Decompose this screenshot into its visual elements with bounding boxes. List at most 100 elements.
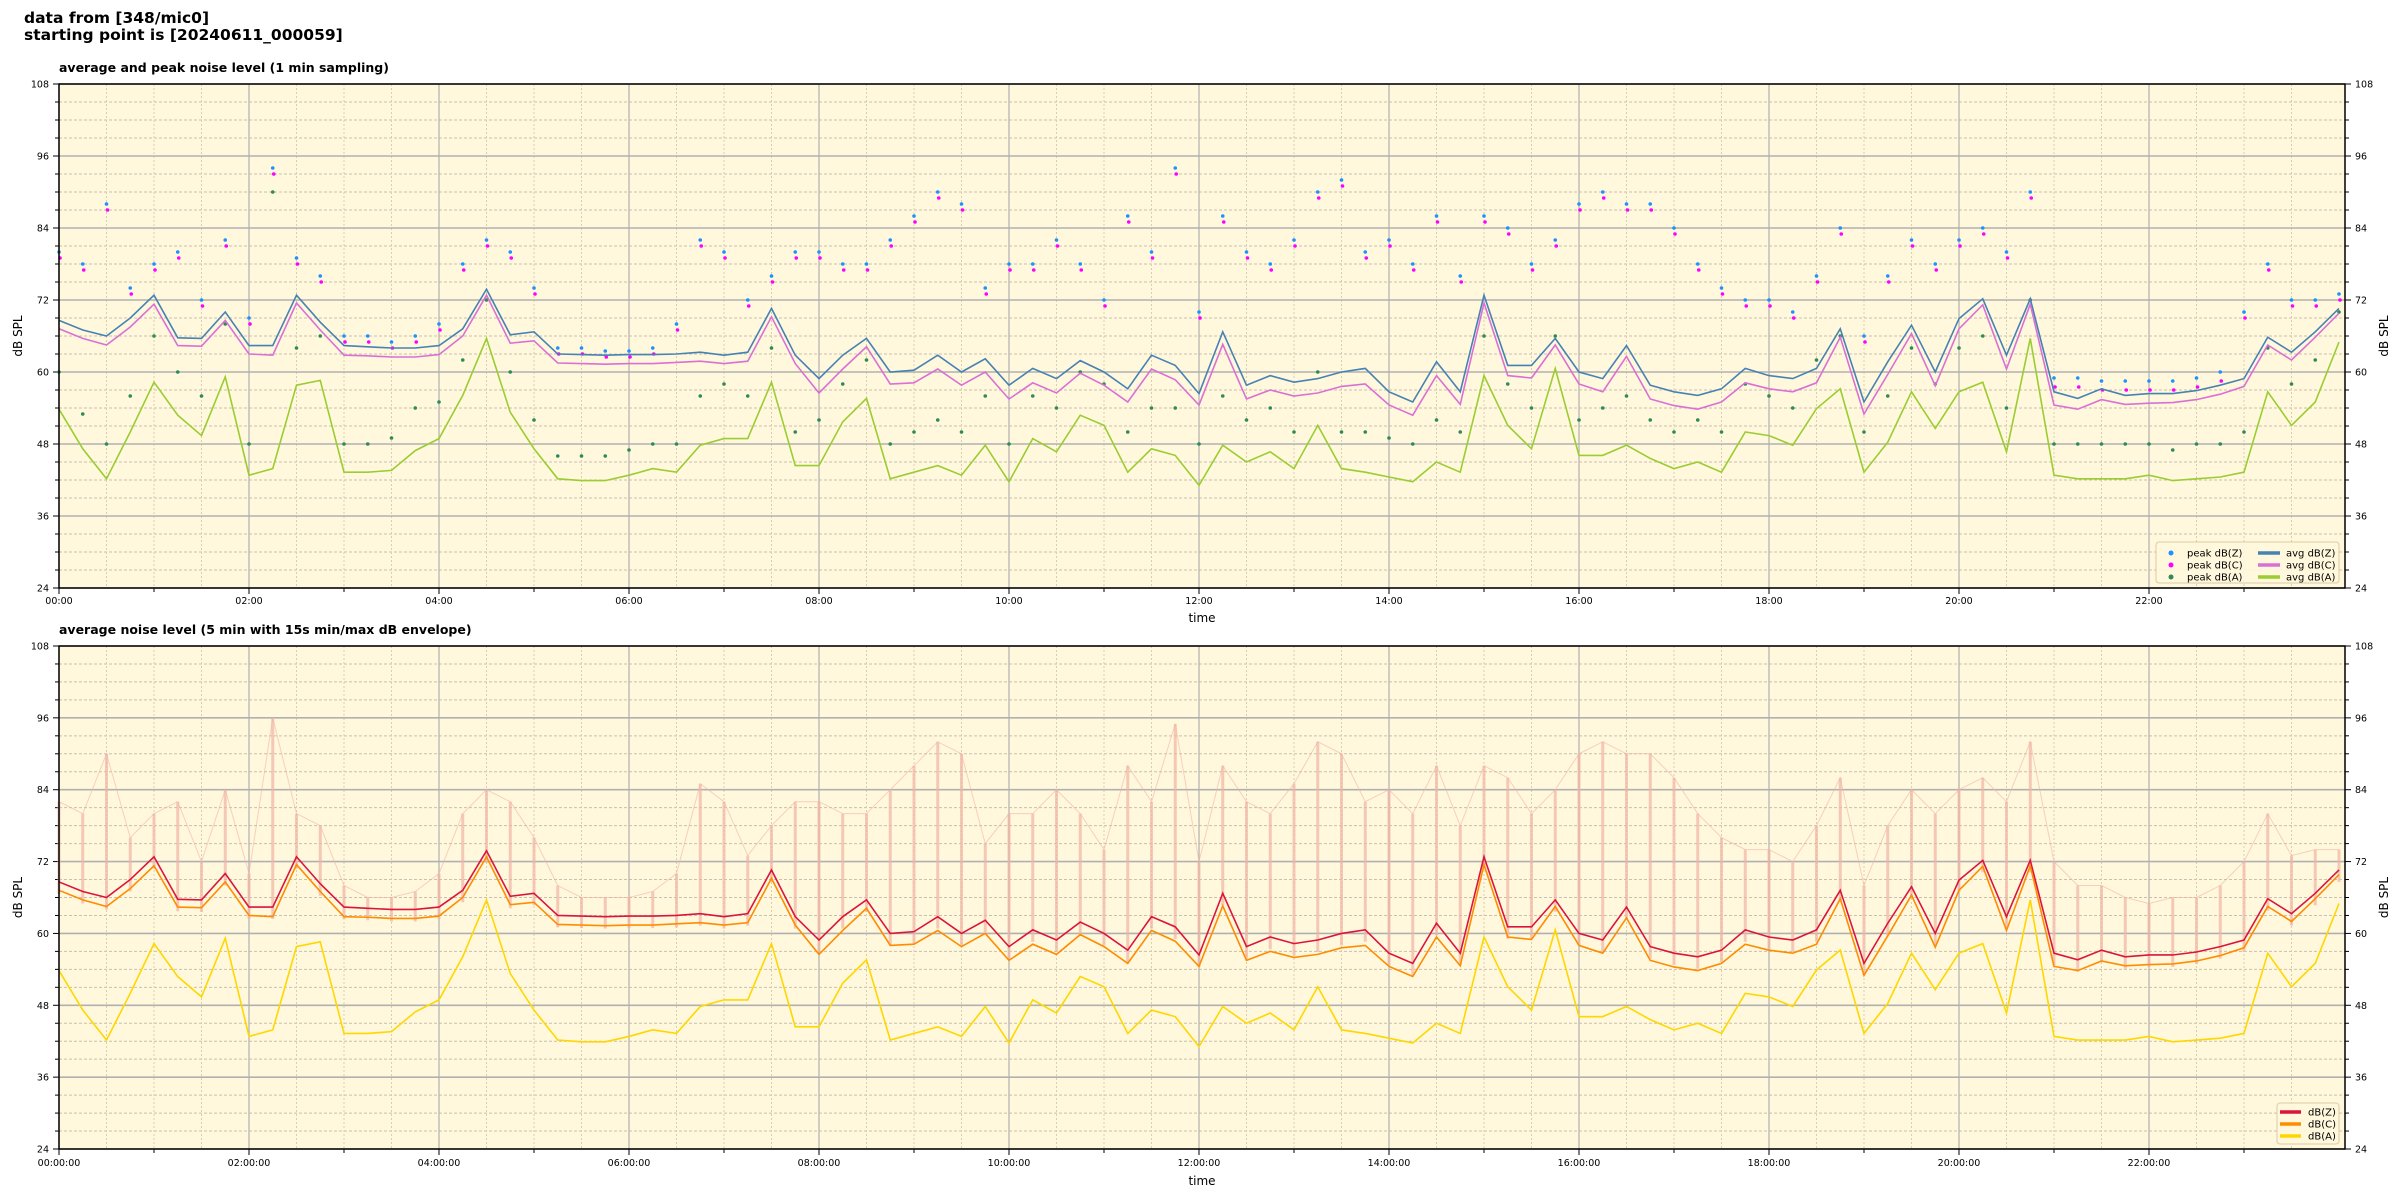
- legend-label-peak-db-c: peak dB(C): [2187, 561, 2243, 572]
- point-peak-db-c: [818, 256, 822, 260]
- y-tick-label-right: 96: [2355, 713, 2367, 724]
- legend-marker-peak-db-a: [2168, 574, 2174, 580]
- x-tick-label: 10:00:00: [988, 1158, 1031, 1169]
- line-db-a: [58, 897, 2340, 1049]
- point-peak-db-a: [2004, 406, 2009, 410]
- point-peak-db-z: [1268, 262, 1273, 266]
- y-tick-label-left: 36: [37, 1073, 49, 1084]
- point-peak-db-c: [1839, 232, 1844, 236]
- point-peak-db-z: [270, 166, 275, 170]
- point-peak-db-c: [1720, 292, 1725, 296]
- point-peak-db-c: [1126, 220, 1131, 224]
- point-peak-db-a: [365, 442, 370, 446]
- point-peak-db-z: [1007, 262, 1011, 266]
- point-peak-db-a: [2075, 442, 2080, 446]
- point-peak-db-a: [1695, 418, 1700, 422]
- point-peak-db-a: [1957, 346, 1961, 350]
- point-peak-db-a: [2099, 442, 2104, 446]
- point-peak-db-c: [1578, 208, 1582, 212]
- point-peak-db-c: [1293, 244, 1297, 248]
- point-peak-db-z: [1387, 238, 1391, 242]
- point-peak-db-c: [2338, 298, 2342, 302]
- point-peak-db-c: [2290, 304, 2295, 308]
- point-peak-db-a: [175, 370, 180, 374]
- legend-label-avg-db-z: avg dB(Z): [2286, 549, 2336, 560]
- point-peak-db-a: [983, 394, 988, 398]
- y-axis-label-right: dB SPL: [2377, 877, 2391, 919]
- point-peak-db-a: [817, 418, 821, 422]
- point-peak-db-c: [1221, 220, 1226, 224]
- point-peak-db-z: [2075, 376, 2080, 380]
- point-peak-db-c: [2029, 196, 2034, 200]
- legend-label-avg-db-c: avg dB(C): [2286, 561, 2336, 572]
- legend: peak dB(Z)peak dB(C)peak dB(A)avg dB(Z)a…: [2155, 541, 2340, 584]
- point-peak-db-c: [2124, 388, 2129, 392]
- point-peak-db-z: [484, 238, 489, 242]
- point-peak-db-a: [128, 394, 133, 398]
- point-peak-db-z: [508, 250, 513, 254]
- point-peak-db-a: [1577, 418, 1581, 422]
- legend-label-db-z: dB(Z): [2308, 1108, 2336, 1119]
- y-axis-label-right: dB SPL: [2377, 315, 2391, 357]
- point-peak-db-a: [1410, 442, 1415, 446]
- point-peak-db-c: [366, 340, 371, 344]
- point-peak-db-a: [152, 334, 156, 338]
- point-peak-db-z: [1505, 226, 1510, 230]
- point-peak-db-c: [485, 244, 490, 248]
- point-peak-db-a: [2218, 442, 2223, 446]
- point-peak-db-a: [1980, 334, 1985, 338]
- point-peak-db-z: [1244, 250, 1249, 254]
- point-peak-db-a: [318, 334, 323, 338]
- point-peak-db-a: [1648, 418, 1653, 422]
- line-db-c: [58, 855, 2340, 978]
- point-peak-db-a: [555, 454, 560, 458]
- point-peak-db-z: [437, 322, 441, 326]
- point-peak-db-z: [1695, 262, 1700, 266]
- point-peak-db-z: [579, 346, 584, 350]
- point-peak-db-z: [1648, 202, 1653, 206]
- point-peak-db-a: [1125, 430, 1130, 434]
- point-peak-db-c: [1768, 304, 1772, 308]
- point-peak-db-c: [1506, 232, 1511, 236]
- point-peak-db-z: [1292, 238, 1296, 242]
- point-peak-db-c: [1886, 280, 1891, 284]
- point-peak-db-a: [579, 454, 584, 458]
- point-peak-db-z: [1054, 238, 1059, 242]
- point-peak-db-a: [2313, 358, 2318, 362]
- chart-title: average noise level (5 min with 15s min/…: [59, 622, 472, 637]
- point-peak-db-z: [2313, 298, 2318, 302]
- point-peak-db-a: [1197, 442, 1201, 446]
- point-peak-db-z: [1197, 310, 1201, 314]
- y-tick-label-right: 84: [2355, 224, 2367, 235]
- point-peak-db-c: [794, 256, 799, 260]
- point-peak-db-c: [2005, 256, 2010, 260]
- figure-title: data from [348/mic0] starting point is […: [24, 10, 343, 44]
- point-peak-db-a: [1339, 430, 1344, 434]
- point-peak-db-a: [508, 370, 513, 374]
- y-axis-label-left: dB SPL: [11, 315, 25, 357]
- point-peak-db-a: [2123, 442, 2128, 446]
- point-peak-db-c: [2195, 385, 2200, 389]
- point-peak-db-a: [1600, 406, 1605, 410]
- point-peak-db-z: [745, 298, 750, 302]
- point-peak-db-z: [1838, 226, 1843, 230]
- legend-label-db-c: dB(C): [2308, 1120, 2336, 1131]
- point-peak-db-z: [1339, 178, 1344, 182]
- point-peak-db-z: [80, 262, 85, 266]
- point-peak-db-c: [628, 355, 632, 359]
- point-peak-db-z: [1957, 238, 1961, 242]
- point-peak-db-c: [746, 304, 751, 308]
- y-tick-label-left: 60: [37, 929, 49, 940]
- y-tick-label-right: 72: [2355, 857, 2367, 868]
- point-peak-db-c: [533, 292, 537, 296]
- point-peak-db-c: [865, 268, 870, 272]
- point-peak-db-z: [2147, 379, 2151, 383]
- point-peak-db-z: [1743, 298, 1748, 302]
- point-peak-db-a: [888, 442, 893, 446]
- point-peak-db-z: [840, 262, 845, 266]
- point-peak-db-z: [2337, 292, 2341, 296]
- point-peak-db-c: [1316, 196, 1321, 200]
- point-peak-db-c: [2053, 385, 2057, 389]
- point-peak-db-c: [105, 208, 110, 212]
